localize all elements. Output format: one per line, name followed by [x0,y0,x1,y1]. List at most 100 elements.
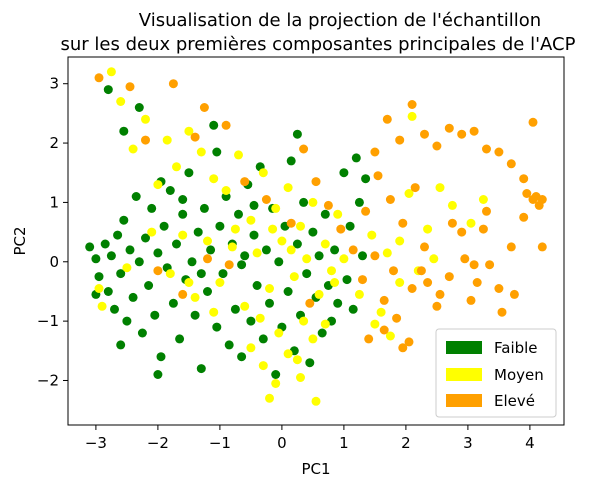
data-point [203,236,212,246]
data-point [125,245,135,255]
data-point [447,218,457,228]
y-tick-label: 1 [49,193,59,211]
x-axis-label: PC1 [301,460,330,478]
data-point [246,343,256,353]
data-point [398,343,408,353]
data-point [209,174,219,184]
data-point [333,298,343,308]
data-point [339,168,349,178]
data-point [137,328,147,338]
data-point [178,289,188,299]
y-tick-label: 0 [49,253,59,271]
data-point [141,135,150,145]
data-point [432,301,442,311]
data-point [286,218,296,228]
data-point [215,278,225,287]
data-point [361,206,371,216]
data-point [398,218,408,228]
data-point [469,260,479,270]
data-point [184,168,194,178]
data-point [435,289,445,299]
data-point [311,396,321,406]
data-point [432,141,442,151]
data-point [116,97,126,106]
data-point [314,251,324,261]
data-point [342,275,352,285]
data-point [444,123,454,133]
data-point [255,313,265,323]
data-point [382,248,392,258]
data-point [110,304,119,314]
data-point [100,239,110,249]
data-point [221,186,231,195]
data-point [193,227,203,237]
data-point [311,177,321,187]
x-tick-label: 0 [277,434,287,452]
data-point [227,242,237,252]
data-point [209,307,219,317]
data-point [187,257,197,267]
data-point [348,245,358,255]
data-point [234,209,243,219]
data-point [178,195,188,204]
data-point [203,287,212,296]
data-point [116,340,126,350]
data-point [420,242,429,252]
data-point [457,129,467,139]
data-point [196,147,206,157]
data-point [296,373,305,382]
data-point [165,186,175,195]
data-point [131,192,141,201]
data-point [308,197,318,207]
data-point [258,361,268,371]
data-point [330,278,340,287]
data-point [416,266,426,276]
data-point [246,215,256,225]
data-point [134,257,144,267]
data-point [404,337,414,347]
data-point [320,239,330,249]
data-point [330,245,340,255]
data-point [345,221,355,231]
data-point [299,144,309,154]
x-tick-label: −3 [85,434,107,452]
x-tick-label: 4 [525,434,535,452]
data-point [302,254,312,264]
data-point [466,295,476,305]
data-point [379,325,389,335]
x-tick-label: 3 [463,434,473,452]
data-point [215,221,225,231]
data-point [168,298,178,308]
data-point [240,177,250,187]
data-point [128,144,138,154]
x-tick-label: −1 [209,434,231,452]
data-point [320,319,330,329]
data-point [209,120,219,130]
data-point [249,200,259,210]
data-point [230,224,240,234]
data-point [522,189,532,198]
data-point [178,230,188,240]
plot-area-frame [67,56,565,426]
data-point [94,73,104,83]
data-point [206,245,216,255]
data-point [485,260,495,270]
data-point [327,266,336,276]
data-point [271,370,281,379]
data-point [212,147,222,157]
data-point [277,236,287,246]
data-point [358,275,367,285]
legend-swatch-eleve [446,394,482,407]
data-point [113,230,123,240]
data-point [274,328,284,338]
data-point [379,295,389,305]
data-point [246,316,256,326]
data-point [286,245,296,255]
data-point [351,153,361,163]
data-point [389,266,398,276]
data-point [261,245,271,255]
data-point [410,183,420,193]
data-point [268,224,278,234]
data-point [150,310,160,320]
data-point [237,352,247,362]
